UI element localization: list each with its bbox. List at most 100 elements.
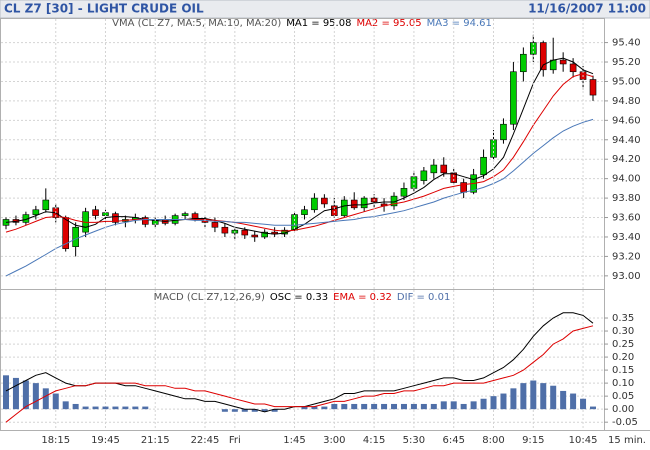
candle-body xyxy=(241,229,249,236)
candle-body xyxy=(420,170,428,181)
histogram-bar xyxy=(341,403,348,410)
histogram-bar xyxy=(42,388,49,410)
candle-body xyxy=(559,59,567,65)
candle-body xyxy=(360,197,368,209)
histogram-bar xyxy=(3,375,9,410)
y-tick-label: 93.60 xyxy=(612,213,641,224)
legend-entry: MA2 = 95.05 xyxy=(356,18,421,29)
histogram-bar xyxy=(351,403,358,410)
y-tick-label: 0.25 xyxy=(612,339,634,350)
x-tick-label: 19:45 xyxy=(91,435,120,446)
legend-entry: MA1 = 95.08 xyxy=(286,18,351,29)
candle-body xyxy=(42,199,50,211)
x-tick-label: 3:00 xyxy=(323,435,345,446)
candle-body xyxy=(321,197,328,205)
candle-body xyxy=(92,209,99,216)
histogram-bar xyxy=(590,406,596,410)
histogram-bar xyxy=(231,409,238,412)
histogram-bar xyxy=(560,390,567,410)
candle-body xyxy=(480,156,487,176)
x-tick-label: 5:30 xyxy=(403,435,425,446)
histogram-bar xyxy=(400,403,407,410)
candle-body xyxy=(181,213,189,216)
y-tick-label: -0.05 xyxy=(612,417,638,428)
histogram-bar xyxy=(530,380,537,410)
candle-body xyxy=(251,234,259,238)
y-tick-label: 0.20 xyxy=(612,352,634,363)
candle-body xyxy=(510,71,517,125)
header-title: CL Z7 [30] - LIGHT CRUDE OIL xyxy=(4,2,204,16)
candle-body xyxy=(520,53,527,73)
histogram-bar xyxy=(142,406,149,410)
x-tick-label: 1:45 xyxy=(283,435,305,446)
legend: MACD (CL Z7,12,26,9) OSC = 0.33 EMA = 0.32… xyxy=(154,292,451,303)
candle-body xyxy=(112,213,119,223)
y-tick-label: 94.80 xyxy=(612,96,641,107)
histogram-bar xyxy=(92,406,99,410)
histogram-bar xyxy=(271,409,278,412)
y-tick-label: 94.60 xyxy=(612,115,641,126)
y-tick-label: 93.40 xyxy=(612,232,641,243)
histogram-bar xyxy=(361,403,368,410)
candle-body xyxy=(440,164,448,174)
y-tick-label: 94.20 xyxy=(612,154,641,165)
candle-body xyxy=(340,199,348,216)
histogram-bar xyxy=(301,406,308,410)
x-tick-label: 10:45 xyxy=(569,435,598,446)
line-series xyxy=(5,57,594,235)
x-tick-label: 22:45 xyxy=(191,435,220,446)
histogram-bar xyxy=(331,403,338,410)
legend-entry: OSC = 0.33 xyxy=(270,292,328,303)
x-tick-label: 18:15 xyxy=(41,435,70,446)
legend-label: VMA (CL Z7, MA:5, MA:10, MA:20) xyxy=(112,18,281,29)
y-tick-label: 0.10 xyxy=(612,378,634,389)
histogram-bar xyxy=(221,409,228,412)
histogram-bar xyxy=(12,377,19,410)
line-series xyxy=(5,325,594,423)
histogram-bar xyxy=(580,398,587,410)
histogram-bar xyxy=(520,383,527,410)
histogram-bar xyxy=(430,403,437,410)
histogram-bar xyxy=(371,403,378,410)
legend-entry: EMA = 0.32 xyxy=(333,292,392,303)
x-tick-label: 9:15 xyxy=(522,435,544,446)
histogram-bar xyxy=(22,380,29,410)
candle-body xyxy=(400,188,408,197)
histogram-bar xyxy=(470,401,477,410)
candle-body xyxy=(301,209,308,215)
x-tick-label: 8:00 xyxy=(482,435,504,446)
legend: VMA (CL Z7, MA:5, MA:10, MA:20) MA1 = 95.… xyxy=(112,18,492,29)
histogram-bar xyxy=(241,409,248,412)
histogram-bar xyxy=(112,406,119,410)
header-datetime: 11/16/2007 11:00 xyxy=(528,2,646,16)
candle-body xyxy=(141,217,149,225)
candle-body xyxy=(589,79,597,96)
candle-body xyxy=(500,123,507,141)
histogram-bar xyxy=(550,385,557,410)
x-tick-label: 4:15 xyxy=(363,435,385,446)
candle-body xyxy=(539,42,547,71)
y-tick-label: 0.30 xyxy=(612,326,634,337)
candle-body xyxy=(430,164,438,174)
y-tick-label: 95.00 xyxy=(612,76,641,87)
x-tick-label: 6:45 xyxy=(442,435,464,446)
y-tick-label: 0.15 xyxy=(612,365,634,376)
legend-label: MACD (CL Z7,12,26,9) xyxy=(154,292,265,303)
histogram-bar xyxy=(450,401,457,410)
y-tick-label: 0.35 xyxy=(612,313,634,324)
histogram-bar xyxy=(391,403,398,410)
line-series xyxy=(5,73,594,233)
histogram-bar xyxy=(62,401,69,410)
candle-body xyxy=(261,231,268,238)
y-tick-label: 0.05 xyxy=(612,391,634,402)
x-tick-label: 21:15 xyxy=(141,435,170,446)
histogram-bar xyxy=(510,388,517,410)
y-tick-label: 93.80 xyxy=(612,193,641,204)
y-tick-label: 94.40 xyxy=(612,135,641,146)
y-tick-label: 93.20 xyxy=(612,251,641,262)
candle-body xyxy=(32,209,40,215)
plot-layer: 93.00 93.20 93.40 93.60 93.80 94.00 94.20 94.40… xyxy=(1,18,646,446)
histogram-bar xyxy=(410,403,417,410)
